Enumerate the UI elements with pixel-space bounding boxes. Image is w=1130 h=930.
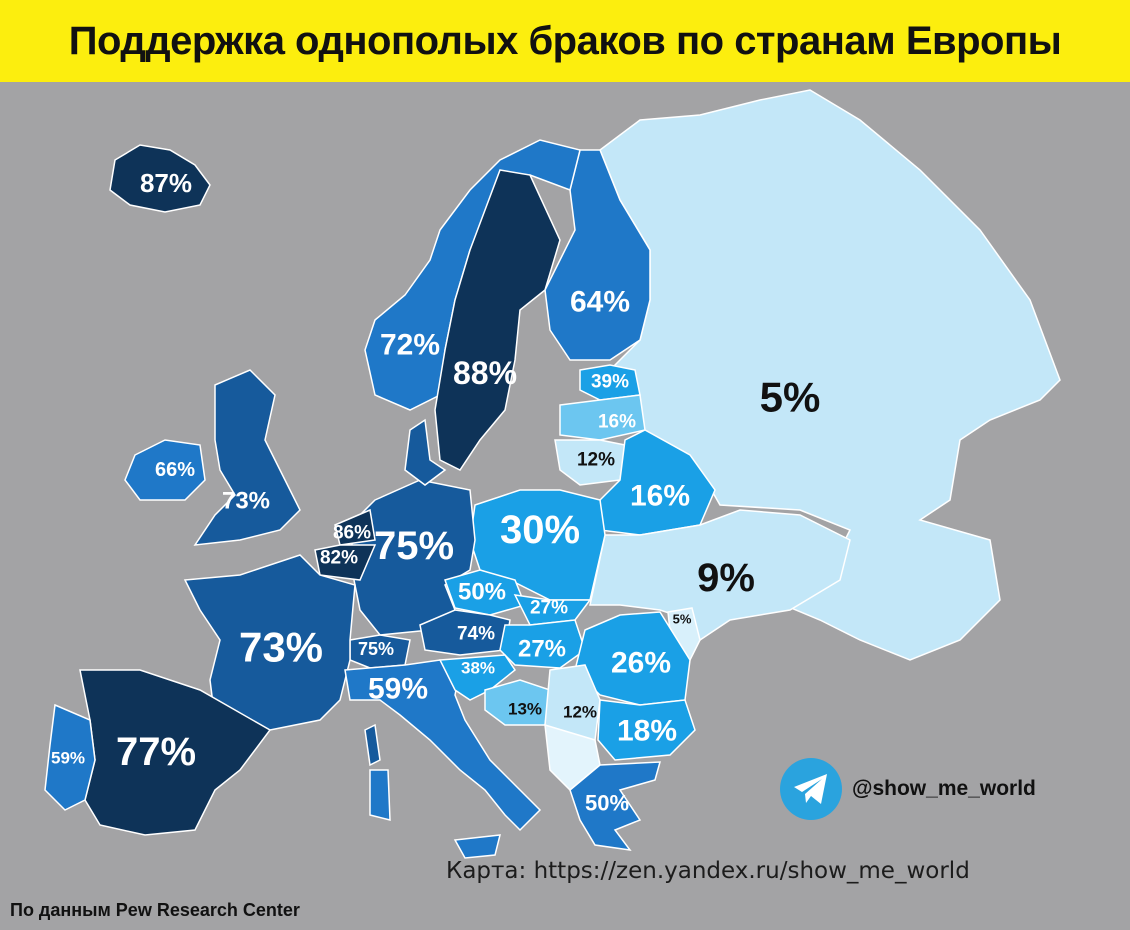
label-netherlands: 86% [333,523,371,544]
brand-handle[interactable]: @show_me_world [852,777,1036,800]
label-latvia: 16% [598,412,636,433]
label-iceland: 87% [140,168,192,198]
label-poland: 30% [500,508,580,552]
country-united-kingdom [193,369,301,546]
label-greece: 50% [585,791,629,816]
label-austria: 74% [457,624,495,645]
country-ukraine [589,509,851,642]
label-portugal: 59% [51,749,85,768]
label-ireland: 66% [155,459,195,481]
label-ukraine: 9% [697,556,755,600]
label-italy: 59% [368,673,428,706]
label-hungary: 27% [518,636,566,663]
label-switzerland: 75% [358,639,394,659]
label-spain: 77% [116,730,196,774]
label-belarus: 16% [630,480,690,513]
country-netherlands [334,508,376,546]
country-labels: 87% 72% 88% 64% 5% 39% 16% 12% 16% 66% 7… [51,168,820,816]
label-norway: 72% [380,329,440,362]
country-denmark [404,418,447,486]
country-finland [544,149,651,361]
label-lithuania: 12% [577,450,615,471]
label-france: 73% [239,624,323,671]
country-iceland [109,144,211,213]
island-corsica [364,723,381,767]
country-france [183,554,356,731]
country-portugal [44,703,96,811]
label-belgium: 82% [320,548,358,569]
country-ireland [124,439,206,501]
label-russia: 5% [760,374,821,421]
label-moldova: 5% [673,612,692,627]
island-sardinia [369,769,391,821]
country-belgium [314,544,377,581]
label-united-kingdom: 73% [222,488,270,515]
europe-map: 87% 72% 88% 64% 5% 39% 16% 12% 16% 66% 7… [44,89,1061,859]
telegram-icon[interactable] [780,758,842,820]
label-bosnia: 13% [508,700,542,719]
title-bar: Поддержка однополых браков по странам Ев… [0,0,1130,82]
map-url[interactable]: Карта: https://zen.yandex.ru/show_me_wor… [446,858,970,884]
label-estonia: 39% [591,372,629,393]
label-sweden: 88% [453,355,517,391]
source-note: По данным Pew Research Center [10,900,300,920]
label-germany: 75% [374,524,454,568]
country-hungary [499,619,586,669]
label-czechia: 50% [458,579,506,606]
label-slovakia: 27% [530,598,568,619]
page-title: Поддержка однополых браков по странам Ев… [68,18,1062,63]
brand-block: @show_me_world [780,754,1036,824]
label-bulgaria: 18% [617,715,677,748]
country-slovakia [513,594,592,626]
island-sicily [453,834,501,859]
paper-plane-icon [794,774,827,804]
label-finland: 64% [570,286,630,319]
label-romania: 26% [611,647,671,680]
country-sweden [434,169,561,471]
label-croatia: 38% [461,659,495,678]
country-bulgaria [597,699,696,761]
label-serbia: 12% [563,703,597,722]
country-greece [569,761,662,851]
